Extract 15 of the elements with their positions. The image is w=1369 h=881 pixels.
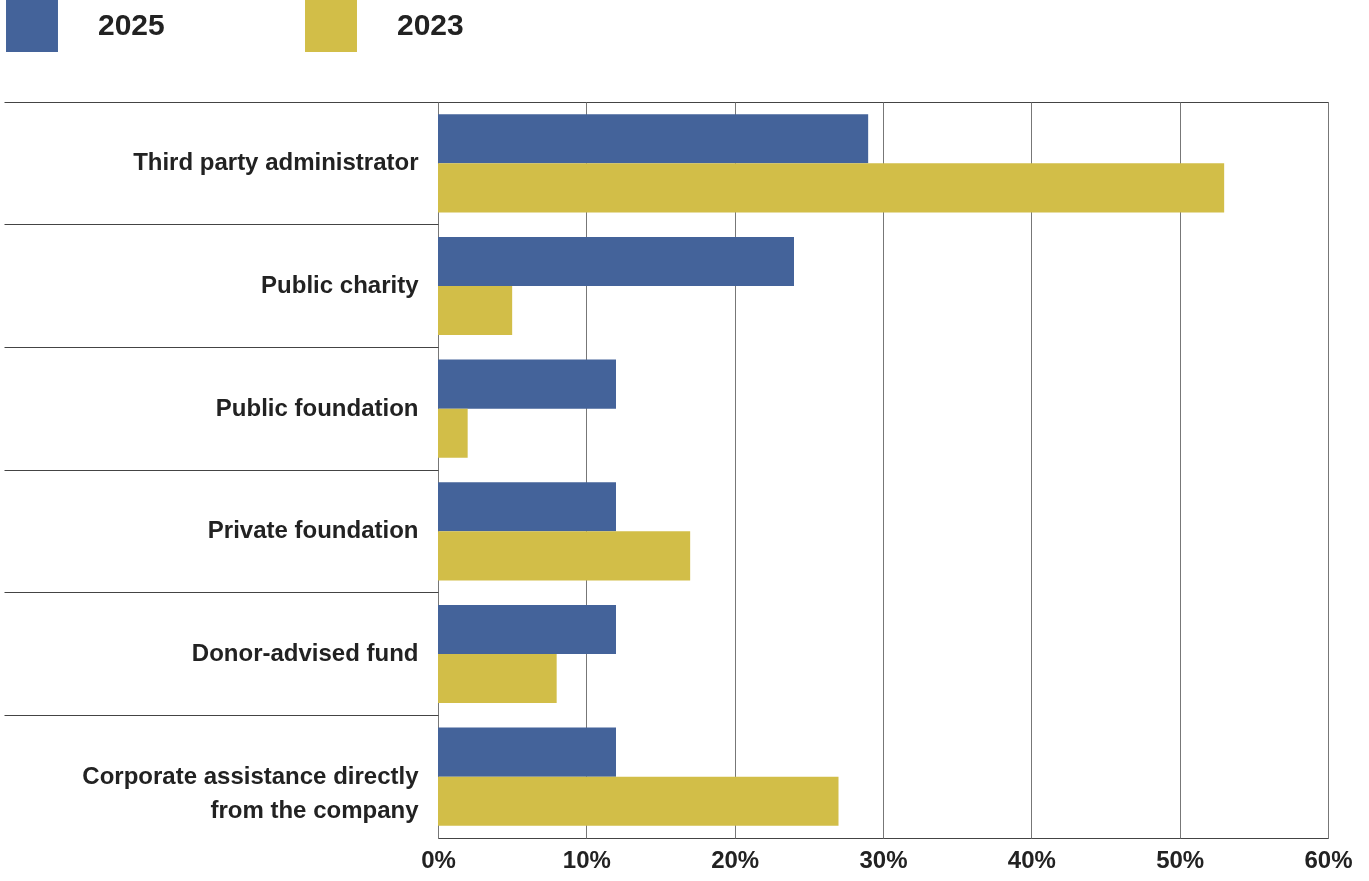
- y-tick-label: Public foundation: [215, 393, 419, 421]
- x-tick-label: 30%: [859, 845, 908, 873]
- x-tick-label: 40%: [1007, 845, 1056, 873]
- legend-label: 2023: [397, 8, 464, 42]
- y-tick-label: Public charity: [261, 271, 420, 298]
- y-tick-label: Private foundation: [207, 516, 419, 544]
- x-tick-label: 10%: [562, 845, 611, 873]
- y-tick-label: Third party administrator: [133, 148, 419, 176]
- x-tick-label: 0%: [421, 845, 456, 873]
- x-tick-label: 50%: [1156, 845, 1205, 873]
- y-tick-label: Donor-advised fund: [191, 639, 419, 666]
- legend-label: 2025: [98, 8, 165, 42]
- y-tick-label: Corporate assistance directly from the company: [82, 761, 420, 823]
- x-tick-label: 60%: [1304, 845, 1353, 873]
- x-tick-label: 20%: [711, 845, 760, 873]
